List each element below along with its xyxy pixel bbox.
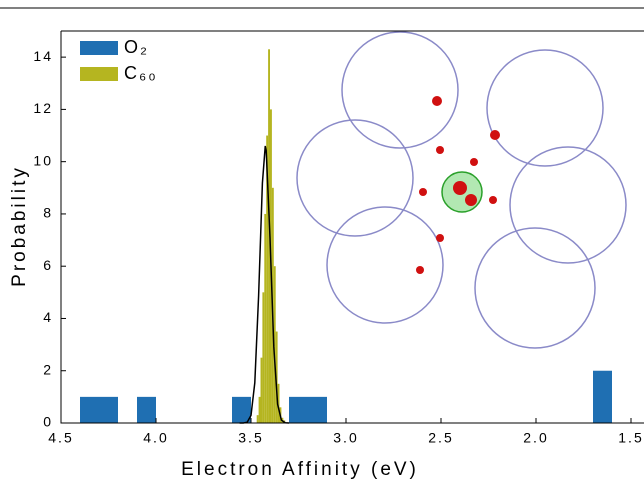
bar [275,331,278,423]
bar [99,396,118,423]
bar [232,396,251,423]
legend-swatch [80,41,118,55]
y-tick-label: 10 [33,152,53,168]
y-tick-label: 14 [33,48,53,64]
bar [256,415,259,423]
bar [80,396,99,423]
bar [593,370,612,423]
y-tick-label: 2 [43,361,53,377]
inset-illustration [296,31,627,349]
bar [258,396,261,423]
bar [266,135,269,424]
plot-frame [60,30,644,424]
bar [262,292,265,423]
x-axis-title: Electron Affinity (eV) [181,459,419,480]
y-tick-label: 8 [43,205,53,221]
legend-label: C₆₀ [124,63,158,83]
x-tick-label: 3.5 [238,430,263,446]
y-tick-label: 12 [33,100,53,116]
x-tick-label: 4.0 [143,430,168,446]
y-tick-label: 4 [43,309,53,325]
bar [137,396,156,423]
bar [268,49,270,423]
bar [273,266,276,423]
bar [289,396,308,423]
x-tick-label: 2.0 [523,430,548,446]
bar [264,213,267,423]
legend-label: O₂ [124,37,149,57]
y-tick-label: 6 [43,257,53,273]
legend-swatch [80,67,118,81]
x-tick-label: 1.5 [618,430,643,446]
y-tick-label: 0 [43,414,53,430]
bar [260,357,263,423]
bar [308,396,327,423]
y-axis-title: Probability [9,165,30,287]
x-tick-label: 3.0 [333,430,358,446]
bar [277,383,280,423]
x-tick-label: 4.5 [48,430,73,446]
fit-curve [239,145,290,424]
x-tick-label: 2.5 [428,430,453,446]
